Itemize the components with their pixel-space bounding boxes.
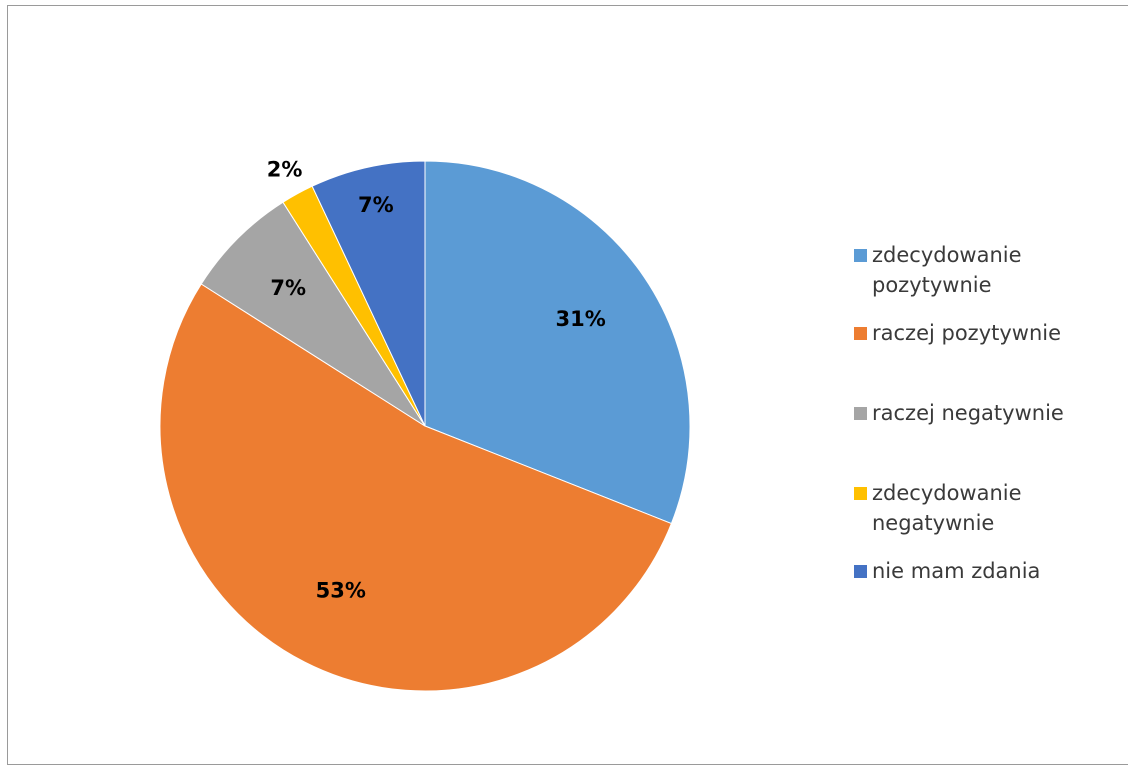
legend-item-zdecydowanie-negatywnie: zdecydowanie negatywnie [854, 478, 1112, 538]
data-label: 53% [316, 578, 366, 602]
legend-item-raczej-negatywnie: raczej negatywnie [854, 398, 1112, 428]
pie-slice-nie-mam-zdania [311, 160, 426, 427]
data-label: 31% [555, 307, 605, 331]
legend-item-nie-mam-zdania: nie mam zdania [854, 556, 1112, 586]
legend-label: nie mam zdania [872, 559, 1041, 583]
legend-item-zdecydowanie-pozytywnie: zdecydowanie pozytywnie [854, 240, 1112, 300]
legend-label: raczej negatywnie [872, 401, 1064, 425]
legend-label: zdecydowanie pozytywnie [872, 243, 1022, 297]
legend-label: zdecydowanie negatywnie [872, 481, 1022, 535]
legend-swatch [854, 249, 867, 262]
data-label: 2% [267, 158, 303, 182]
legend-swatch [854, 487, 867, 500]
legend-item-raczej-pozytywnie: raczej pozytywnie [854, 318, 1112, 348]
pie-data-labels: 31% 53% 7% 2% 7% [267, 158, 606, 603]
pie-slice-zdecydowanie-pozytywnie [424, 160, 691, 525]
data-label: 7% [270, 276, 306, 300]
legend-swatch [854, 565, 867, 578]
legend-swatch [854, 327, 867, 340]
data-label: 7% [358, 193, 394, 217]
pie-slice-raczej-negatywnie [200, 201, 426, 427]
pie-slice-raczej-pozytywnie [159, 283, 673, 692]
pie-slices [159, 160, 691, 692]
legend-label: raczej pozytywnie [872, 321, 1062, 345]
legend-swatch [854, 407, 867, 420]
